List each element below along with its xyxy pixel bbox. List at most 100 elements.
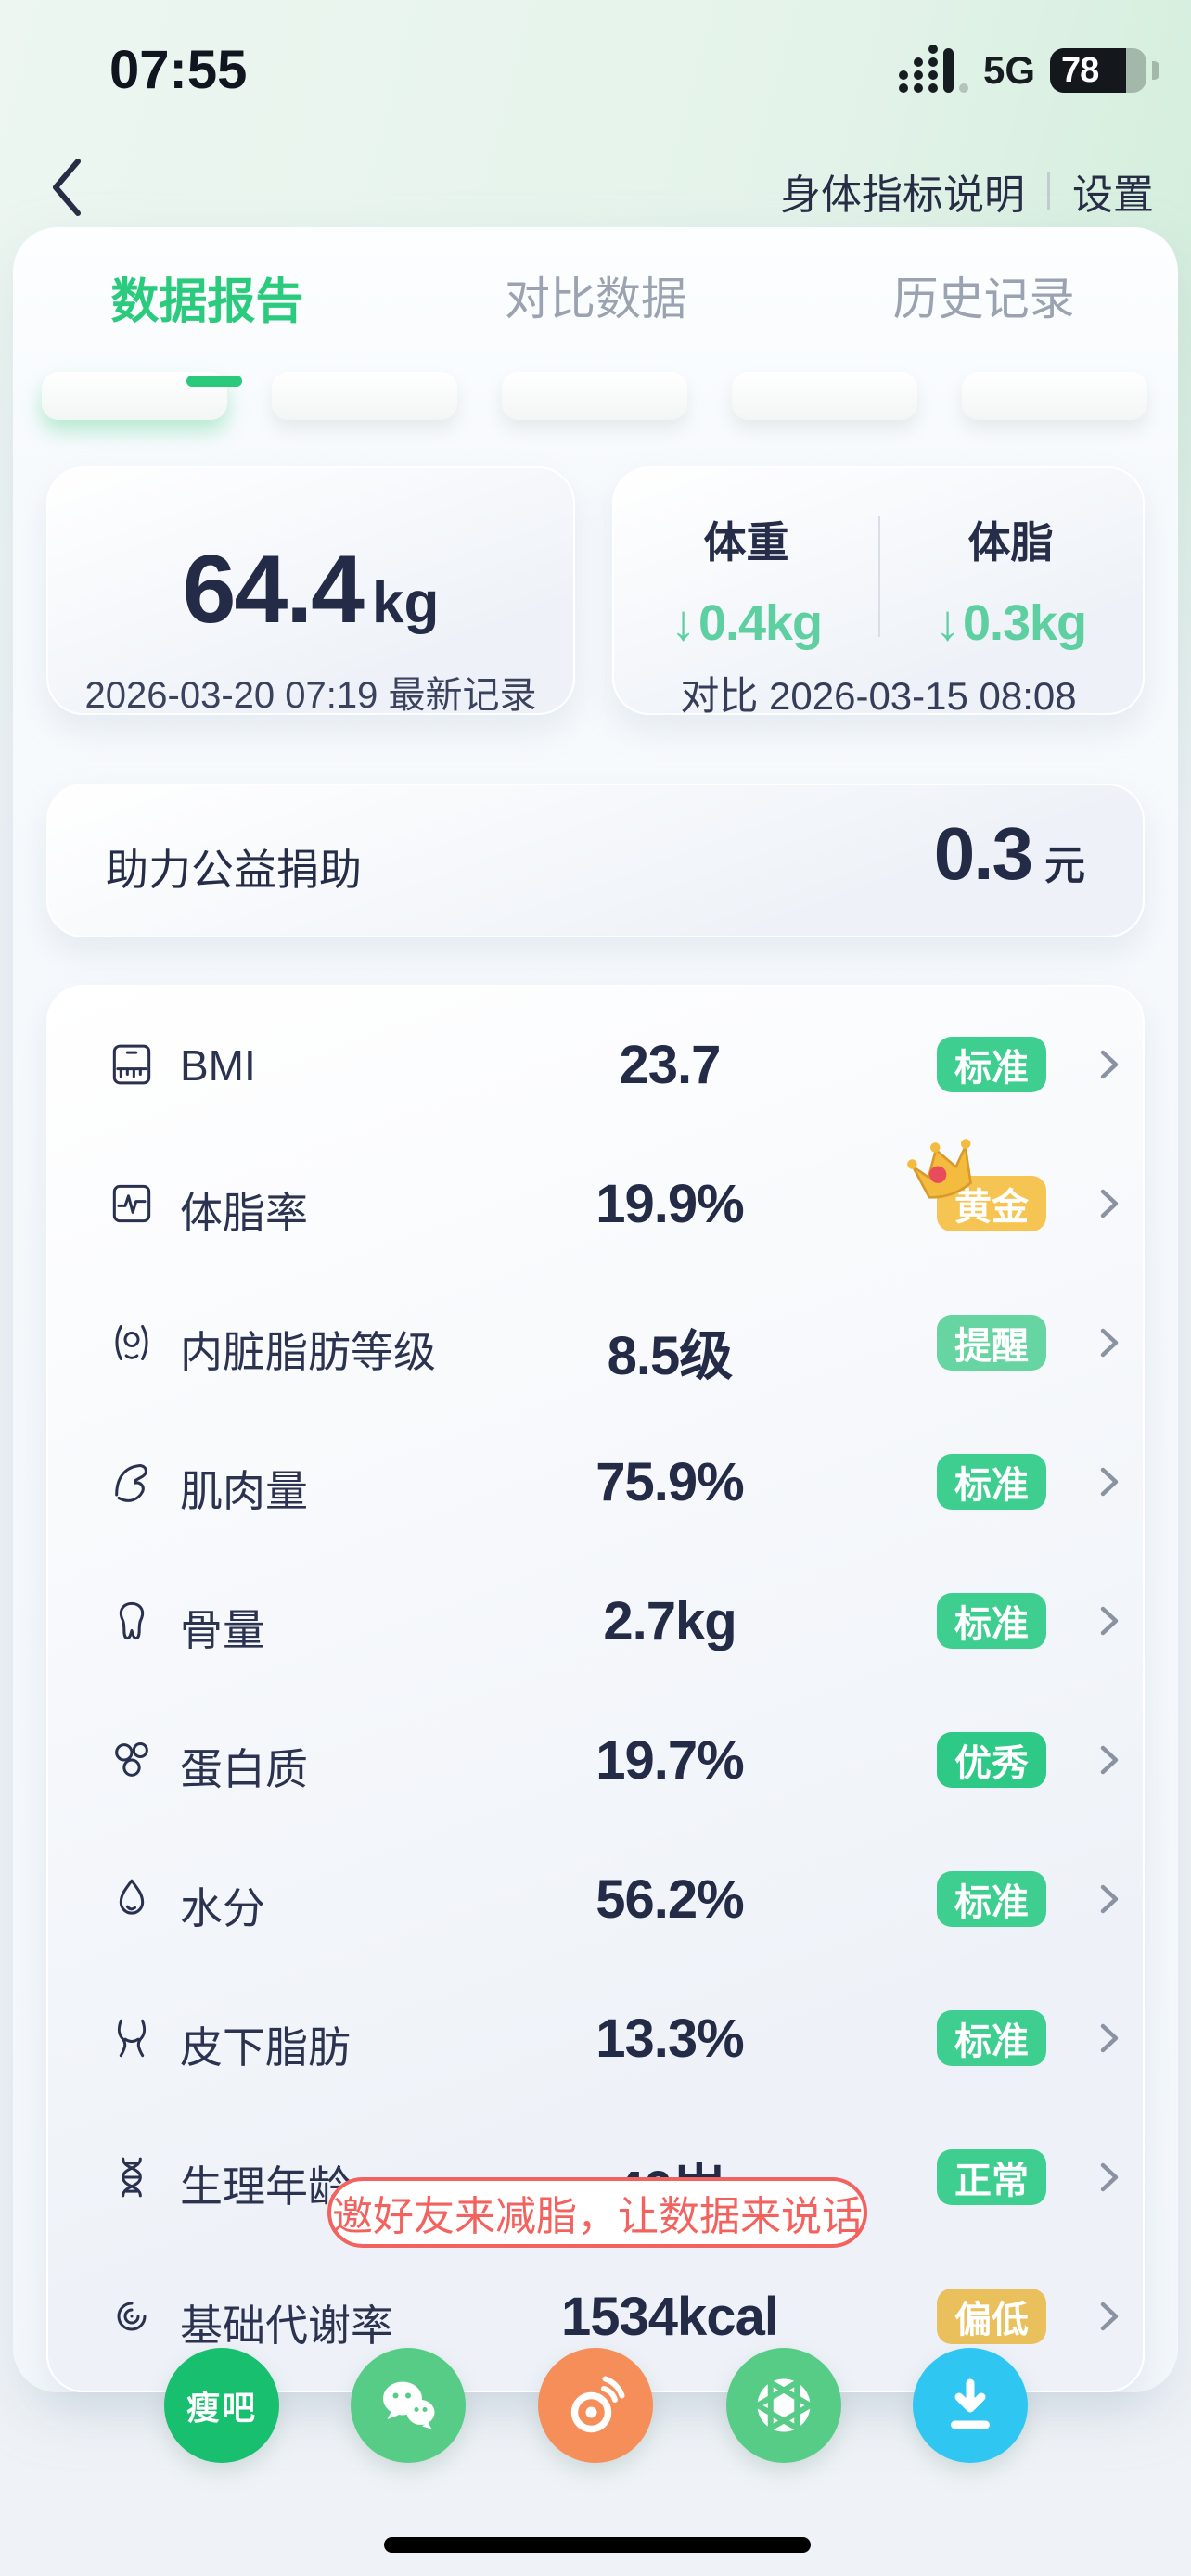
latest-weight-card: 64.4 kg 2026-03-20 07:19 最新记录 (46, 466, 575, 716)
status-badge: 优秀 (937, 1732, 1046, 1788)
chevron-right-icon[interactable] (1091, 1325, 1126, 1360)
status-badge: 标准 (937, 1871, 1046, 1927)
muscle-icon (106, 1456, 158, 1508)
donation-unit: 元 (1044, 843, 1085, 888)
compare-date: 对比 2026-03-15 08:08 (680, 674, 1077, 718)
moments-share-button[interactable] (726, 2348, 841, 2463)
carousel-card-preview[interactable] (502, 372, 687, 420)
chevron-right-icon[interactable] (1091, 1464, 1126, 1499)
chevron-right-icon[interactable] (1091, 2160, 1126, 2195)
aperture-icon (756, 2378, 812, 2432)
share-bar: 瘦吧 (0, 2348, 1191, 2463)
metric-label: 体脂率 (180, 1189, 308, 1237)
chevron-right-icon[interactable] (1091, 1603, 1126, 1639)
wechat-share-button[interactable] (351, 2348, 466, 2463)
status-badge: 标准 (937, 2010, 1046, 2066)
metrics-list-card: BMI 23.7 标准 体脂率 19.9% 黄金 内脏脂肪等级 (46, 985, 1145, 2392)
battery-nub (1152, 61, 1159, 80)
cellular-signal-icon (898, 45, 968, 93)
down-arrow-icon: ↓ (934, 595, 960, 651)
tab-compare-data[interactable]: 对比数据 (505, 274, 687, 325)
weight-value: 64.4 (182, 536, 365, 644)
compare-fat-delta: 0.3kg (962, 595, 1087, 651)
chevron-right-icon[interactable] (1091, 1881, 1126, 1917)
chevron-right-icon[interactable] (1091, 1047, 1126, 1082)
metric-value: 13.3% (596, 2009, 744, 2069)
metric-label: BMI (180, 1041, 256, 1090)
water-drop-icon (106, 1873, 158, 1925)
viscera-icon (106, 1317, 158, 1369)
chevron-right-icon[interactable] (1091, 2299, 1126, 2334)
compare-fat-label: 体脂 (967, 518, 1054, 567)
metric-label: 内脏脂肪等级 (180, 1328, 436, 1376)
active-tab-indicator (186, 376, 242, 387)
status-bar: 07:55 5G 78 (0, 0, 1191, 111)
metric-value: 19.7% (596, 1730, 744, 1791)
metric-label: 肌肉量 (180, 1467, 308, 1515)
status-badge: 正常 (937, 2149, 1046, 2205)
metric-value: 23.7 (619, 1035, 722, 1095)
metric-row-subcutaneous-fat[interactable]: 皮下脂肪 13.3% 标准 (48, 1969, 1143, 2108)
metric-value: 75.9% (596, 1452, 744, 1512)
metabolism-icon (106, 2290, 158, 2342)
metric-row-bmr[interactable]: 基础代谢率 1534kcal 偏低 (48, 2247, 1143, 2386)
metric-row-bone[interactable]: 骨量 2.7kg 标准 (48, 1551, 1143, 1690)
crown-icon (907, 1139, 972, 1199)
tab-data-report[interactable]: 数据报告 (110, 275, 304, 329)
shouba-logo: 瘦吧 (186, 2389, 257, 2427)
status-badge: 标准 (937, 1593, 1046, 1649)
carousel-card-preview[interactable] (732, 372, 917, 420)
chevron-right-icon[interactable] (1091, 1742, 1126, 1778)
dna-icon (106, 2151, 158, 2203)
chevron-right-icon[interactable] (1091, 1186, 1126, 1221)
compare-weight-label: 体重 (703, 518, 789, 567)
chevron-right-icon[interactable] (1091, 2021, 1126, 2056)
waveform-icon (106, 1178, 158, 1230)
metric-row-water[interactable]: 水分 56.2% 标准 (48, 1830, 1143, 1969)
comparison-card: 体重 ↓0.4kg 体脂 ↓0.3kg 对比 2026-03-15 08:08 (612, 466, 1145, 718)
metric-row-visceral-fat[interactable]: 内脏脂肪等级 8.5级 提醒 (48, 1273, 1143, 1412)
metric-label: 水分 (180, 1884, 265, 1932)
network-type-label: 5G (982, 48, 1035, 92)
metric-label: 生理年龄 (180, 2162, 351, 2211)
back-icon[interactable] (41, 154, 93, 221)
shouba-app-share-button[interactable]: 瘦吧 (164, 2348, 279, 2463)
status-badge: 偏低 (937, 2289, 1046, 2344)
down-arrow-icon: ↓ (670, 595, 696, 651)
report-panel: 数据报告 对比数据 历史记录 64.4 kg 2026-03-20 07:19 最… (13, 227, 1178, 2392)
status-badge: 提醒 (937, 1315, 1046, 1371)
carousel-card-preview[interactable] (272, 372, 457, 420)
settings-link[interactable]: 设置 (1072, 172, 1154, 218)
charity-donation-row[interactable]: 助力公益捐助 0.3 元 (46, 784, 1145, 937)
metric-value: 8.5级 (607, 1326, 734, 1386)
latest-record-date: 2026-03-20 07:19 最新记录 (84, 675, 537, 716)
invite-friends-tooltip[interactable]: 邀好友来减脂，让数据来说话 (327, 2177, 867, 2248)
body-index-guide-link[interactable]: 身体指标说明 (780, 172, 1025, 218)
status-badge: 标准 (937, 1454, 1046, 1510)
download-icon (951, 2378, 990, 2429)
nav-bar: 身体指标说明 设置 (0, 148, 1191, 232)
metric-label: 皮下脂肪 (180, 2023, 351, 2072)
metric-row-body-fat[interactable]: 体脂率 19.9% 黄金 (48, 1134, 1143, 1273)
download-share-button[interactable] (913, 2348, 1028, 2463)
battery-icon: 78 (1050, 48, 1146, 93)
weight-unit: kg (372, 571, 440, 635)
nav-divider (1047, 172, 1050, 210)
metric-value: 2.7kg (603, 1591, 736, 1651)
bone-icon (106, 1595, 158, 1647)
metric-row-muscle[interactable]: 肌肉量 75.9% 标准 (48, 1412, 1143, 1551)
card-carousel-previews (13, 372, 1178, 420)
metric-row-bmi[interactable]: BMI 23.7 标准 (48, 995, 1143, 1134)
tab-history[interactable]: 历史记录 (892, 274, 1075, 325)
compare-divider (878, 516, 880, 637)
home-indicator (384, 2537, 811, 2553)
metric-label: 骨量 (180, 1606, 265, 1654)
carousel-card-preview[interactable] (962, 372, 1147, 420)
weibo-share-button[interactable] (538, 2348, 653, 2463)
battery-percent: 78 (1061, 50, 1099, 90)
weibo-icon (570, 2376, 625, 2433)
metric-value: 19.9% (596, 1174, 744, 1234)
protein-icon (106, 1734, 158, 1786)
ruler-icon (106, 1039, 158, 1090)
metric-row-protein[interactable]: 蛋白质 19.7% 优秀 (48, 1690, 1143, 1830)
